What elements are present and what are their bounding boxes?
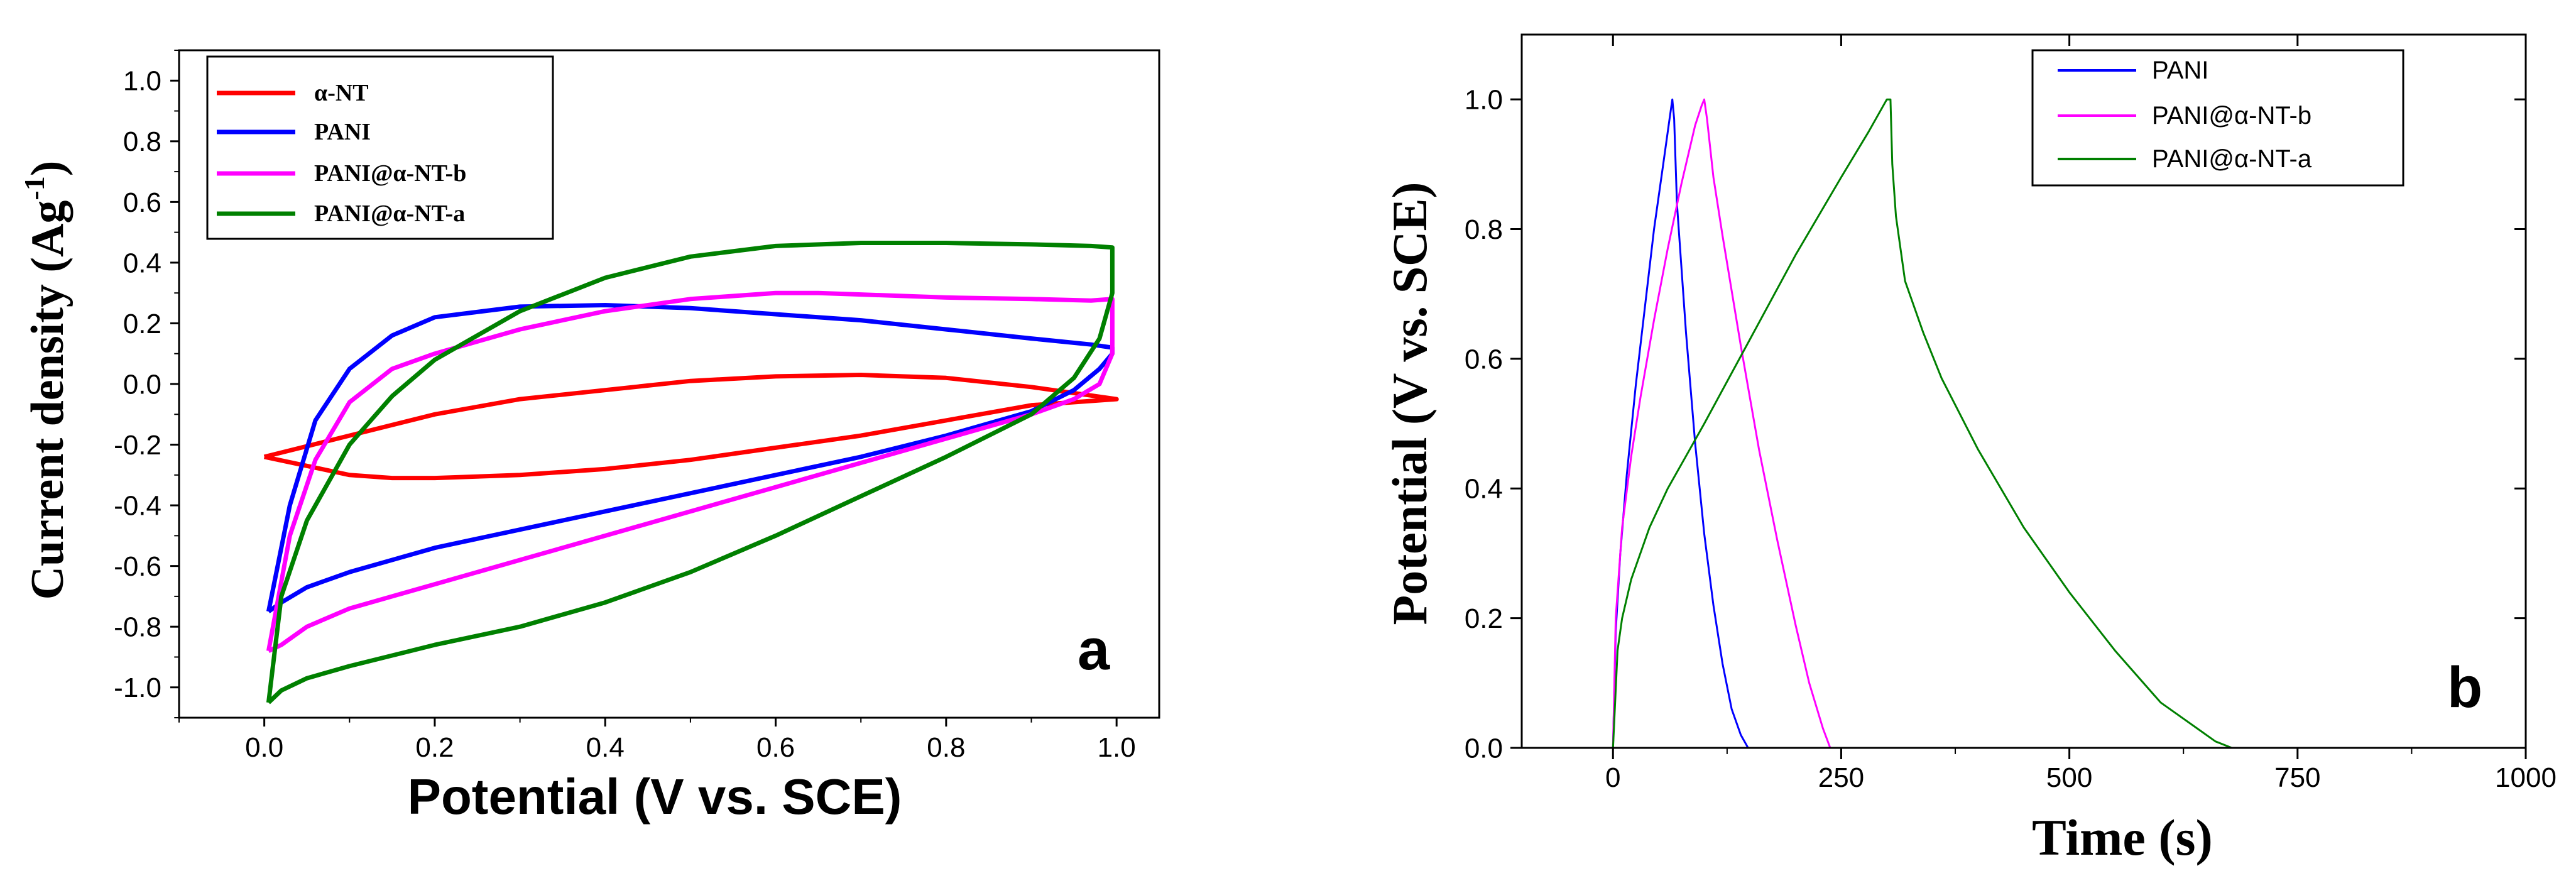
y-tick-label: -0.6 [114, 551, 161, 582]
panel-b-x-axis-title: Time (s) [2032, 809, 2213, 866]
y-tick-label: 0.8 [123, 126, 161, 157]
panel-a-legend-box [206, 55, 554, 240]
panel-b-legend-label-pani: PANI [2152, 57, 2208, 84]
series-line-alpha-nt [263, 373, 1119, 481]
x-tick-label: 0.4 [586, 732, 625, 763]
panel-a-y-axis-title-close: ) [22, 161, 74, 177]
panel-a-x-axis-title: Potential (V vs. SCE) [408, 769, 902, 825]
panel-b-charge-discharge-chart: 0 250 500 750 1000 0.0 0.2 0.4 0.6 0.8 1.0 PANI PA… [1382, 33, 2557, 866]
x-tick-label: 1.0 [1098, 732, 1136, 763]
x-tick-label: 0 [1605, 762, 1620, 793]
y-tick-label: -0.4 [114, 490, 161, 521]
x-tick-label: 0.2 [415, 732, 454, 763]
panel-a-y-axis-title-main: Current density (Ag [22, 200, 74, 600]
series-line-pani [1612, 98, 1749, 749]
panel-b-legend-box [2031, 49, 2404, 187]
y-tick-label: 0.6 [1465, 344, 1503, 375]
panel-b-series-group [1612, 98, 2232, 749]
panel-a-legend-label-pani-nt-b: PANI@α-NT-b [314, 160, 466, 187]
panel-a-cv-chart: 0.0 0.2 0.4 0.6 0.8 1.0 -1.0 -0.8 -0.6 -0.4 -0.2 0.… [18, 49, 1160, 825]
series-line-pani-alpha-nt-b [266, 290, 1115, 653]
panel-a-legend-label-pani-nt-a: PANI@α-NT-a [314, 200, 465, 227]
panel-a-letter: a [1078, 618, 1110, 682]
panel-a-legend-label-pani: PANI [314, 119, 371, 145]
x-tick-label: 500 [2046, 762, 2092, 793]
y-tick-label: 1.0 [1465, 85, 1503, 116]
panel-a-legend-label-alpha-nt: α-NT [314, 80, 369, 106]
y-tick-label: -0.8 [114, 612, 161, 643]
y-tick-label: 0.6 [123, 187, 161, 218]
y-tick-label: 1.0 [123, 66, 161, 97]
panel-b-y-axis-title: Potential (V vs. SCE) [1382, 182, 1437, 625]
panel-b-axes-frame [1520, 33, 2527, 749]
panel-b-legend-label-pani-nt-b: PANI@α-NT-b [2152, 102, 2311, 129]
series-line-pani-alpha-nt-b [1612, 98, 1831, 749]
series-line-pani-alpha-nt-a [1612, 98, 2232, 749]
y-tick-label: 0.8 [1465, 214, 1503, 245]
x-tick-label: 750 [2274, 762, 2320, 793]
panel-a-series-group [263, 241, 1119, 705]
panel-a-ticks: 0.0 0.2 0.4 0.6 0.8 1.0 -1.0 -0.8 -0.6 -0.4 -0.2 0.… [114, 50, 1136, 763]
x-tick-label: 0.8 [927, 732, 965, 763]
y-tick-label: 0.0 [123, 369, 161, 400]
panel-b-letter: b [2447, 655, 2482, 720]
x-tick-label: 0.6 [756, 732, 795, 763]
panel-a-y-axis-title-superscript: -1 [18, 176, 50, 200]
y-tick-label: 0.4 [123, 248, 161, 278]
x-tick-label: 250 [1818, 762, 1864, 793]
y-tick-label: -0.2 [114, 430, 161, 461]
y-tick-label: 0.0 [1465, 733, 1503, 764]
panel-b-legend-label-pani-nt-a: PANI@α-NT-a [2152, 145, 2312, 173]
panel-b-ticks: 0 250 500 750 1000 0.0 0.2 0.4 0.6 0.8 1.0 [1465, 35, 2557, 793]
y-tick-label: 0.2 [1465, 603, 1503, 634]
y-tick-label: 0.4 [1465, 474, 1503, 505]
panel-a-y-axis-title: Current density (Ag-1) [18, 161, 74, 600]
y-tick-label: -1.0 [114, 672, 161, 703]
series-line-pani-alpha-nt-a [266, 241, 1115, 705]
x-tick-label: 1000 [2495, 762, 2557, 793]
y-tick-label: 0.2 [123, 309, 161, 339]
x-tick-label: 0.0 [245, 732, 283, 763]
